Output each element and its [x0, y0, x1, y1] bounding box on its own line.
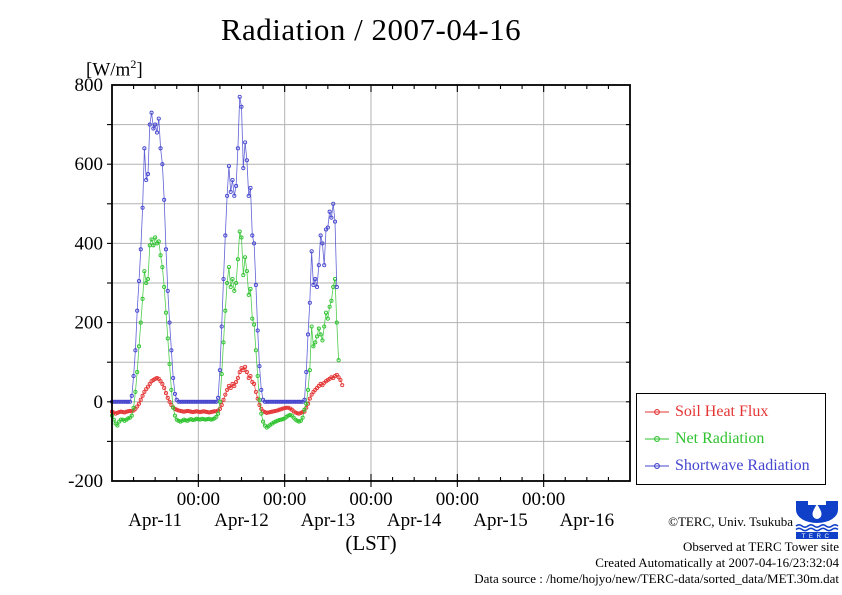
y-axis-tick-labels: -200 0 200 400 600 800: [68, 75, 103, 492]
legend-label: Net Radiation: [675, 429, 765, 447]
created-at-text: Created Automatically at 2007-04-16/23:3…: [595, 555, 839, 570]
y-unit-sup: 2: [130, 57, 137, 71]
y-tick-label: 800: [75, 75, 104, 96]
y-tick-label: 0: [94, 392, 104, 413]
y-tick-label: 600: [75, 154, 104, 175]
shortwave-radiation-marker-icon: [645, 462, 669, 470]
time-tick-label: 00:00: [436, 489, 479, 510]
legend: Soil Heat Flux Net Radiation Shortwave R…: [636, 393, 826, 485]
legend-label: Shortwave Radiation: [675, 457, 810, 475]
series-shortwave-radiation: [109, 94, 339, 404]
date-label: Apr-11: [128, 510, 182, 531]
observed-at-text: Observed at TERC Tower site: [682, 539, 839, 554]
gridlines: [112, 85, 630, 481]
x-axis-day-labels: Apr-11 Apr-12 Apr-13 Apr-14 Apr-15 Apr-16: [128, 510, 614, 531]
date-label: Apr-13: [301, 510, 356, 531]
legend-item-net-radiation: Net Radiation: [645, 430, 817, 448]
time-tick-label: 00:00: [522, 489, 565, 510]
legend-label: Soil Heat Flux: [675, 402, 769, 420]
time-tick-label: 00:00: [349, 489, 392, 510]
legend-item-shortwave-radiation: Shortwave Radiation: [645, 457, 817, 475]
y-tick-label: 400: [75, 233, 104, 254]
date-label: Apr-12: [214, 510, 269, 531]
data-source-text: Data source : /home/hojyo/new/TERC-data/…: [474, 571, 839, 586]
svg-text:TERC: TERC: [802, 533, 833, 539]
chart-title: Radiation / 2007-04-16: [220, 12, 522, 47]
series-net-radiation: [109, 229, 341, 430]
y-tick-label: 200: [75, 313, 104, 334]
date-label: Apr-15: [473, 510, 528, 531]
date-label: Apr-14: [387, 510, 442, 531]
y-tick-label: -200: [68, 471, 103, 492]
copyright-text: ©TERC, Univ. Tsukuba: [668, 514, 793, 529]
terc-logo-icon: TERC: [795, 501, 839, 540]
x-axis-tick-labels: 00:00 00:00 00:00 00:00 00:00: [177, 489, 566, 510]
time-tick-label: 00:00: [177, 489, 220, 510]
net-radiation-marker-icon: [645, 435, 669, 443]
y-axis-unit-label: [W/m2]: [86, 57, 143, 81]
y-unit-prefix: [W/m: [86, 59, 131, 81]
legend-item-soil-heat-flux: Soil Heat Flux: [645, 403, 817, 421]
date-label: Apr-16: [560, 510, 615, 531]
axis-ticks: [107, 85, 630, 487]
soil-heat-flux-marker-icon: [645, 408, 669, 416]
y-unit-suffix: ]: [136, 59, 143, 81]
x-axis-label: (LST): [345, 531, 397, 555]
time-tick-label: 00:00: [263, 489, 306, 510]
series-soil-heat-flux: [109, 364, 345, 416]
